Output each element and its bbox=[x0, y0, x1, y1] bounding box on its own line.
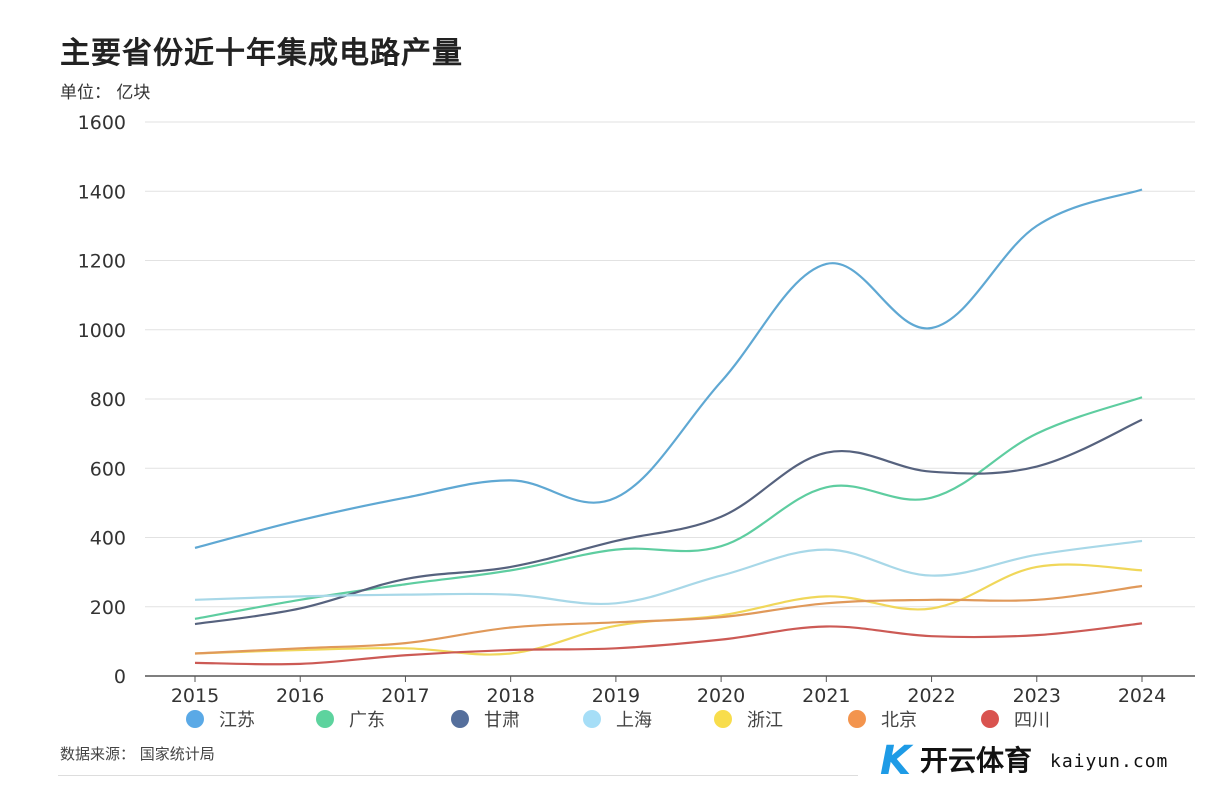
series-line-甘肃 bbox=[194, 418, 1143, 626]
y-tick-label: 400 bbox=[90, 528, 126, 550]
legend-marker bbox=[583, 710, 601, 728]
x-tick-label: 2022 bbox=[907, 685, 955, 707]
y-tick-label: 1600 bbox=[78, 112, 126, 134]
x-tick-label: 2015 bbox=[171, 685, 219, 707]
chart-title: 主要省份近十年集成电路产量 bbox=[60, 36, 463, 71]
legend-marker bbox=[316, 710, 334, 728]
x-tick-label: 2018 bbox=[486, 685, 534, 707]
y-tick-label: 1200 bbox=[78, 251, 126, 273]
legend-marker bbox=[714, 710, 732, 728]
unit-label: 单位： 亿块 bbox=[60, 83, 151, 103]
legend-label: 四川 bbox=[1014, 710, 1050, 731]
x-tick-label: 2020 bbox=[697, 685, 745, 707]
y-tick-label: 600 bbox=[90, 458, 126, 480]
x-tick-label: 2023 bbox=[1013, 685, 1061, 707]
legend-label: 甘肃 bbox=[484, 710, 520, 731]
legend-marker bbox=[451, 710, 469, 728]
y-tick-label: 1000 bbox=[78, 320, 126, 342]
divider bbox=[58, 775, 858, 776]
x-tick-label: 2019 bbox=[592, 685, 640, 707]
watermark-logo: K 开云体育 kaiyun.com bbox=[880, 738, 1205, 786]
legend-marker bbox=[848, 710, 866, 728]
legend-label: 广东 bbox=[349, 710, 385, 731]
logo-brand-en: kaiyun.com bbox=[1050, 751, 1169, 772]
logo-brand-cn: 开云体育 bbox=[920, 744, 1033, 777]
logo-mark: K bbox=[880, 738, 911, 784]
legend-label: 北京 bbox=[881, 710, 917, 731]
series-line-上海 bbox=[194, 539, 1143, 606]
data-source: 数据来源： 国家统计局 bbox=[60, 745, 215, 763]
x-tick-label: 2017 bbox=[381, 685, 429, 707]
series-line-四川 bbox=[194, 622, 1143, 666]
y-tick-label: 0 bbox=[114, 666, 126, 688]
legend-label: 上海 bbox=[616, 710, 652, 731]
legend-marker bbox=[186, 710, 204, 728]
series-line-江苏 bbox=[194, 188, 1143, 549]
legend-marker bbox=[981, 710, 999, 728]
series-line-浙江 bbox=[194, 563, 1143, 656]
series-line-北京 bbox=[194, 584, 1143, 655]
y-tick-label: 1400 bbox=[78, 181, 126, 203]
legend-label: 江苏 bbox=[219, 710, 255, 731]
x-tick-label: 2024 bbox=[1118, 685, 1166, 707]
x-tick-label: 2021 bbox=[802, 685, 850, 707]
y-tick-label: 800 bbox=[90, 389, 126, 411]
x-tick-label: 2016 bbox=[276, 685, 324, 707]
series-line-广东 bbox=[194, 396, 1143, 620]
y-tick-label: 200 bbox=[90, 597, 126, 619]
legend-label: 浙江 bbox=[747, 710, 783, 731]
